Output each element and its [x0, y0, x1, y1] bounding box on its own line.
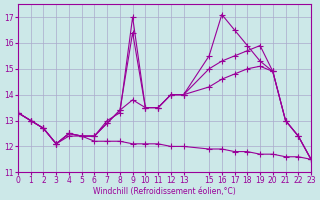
X-axis label: Windchill (Refroidissement éolien,°C): Windchill (Refroidissement éolien,°C) — [93, 187, 236, 196]
